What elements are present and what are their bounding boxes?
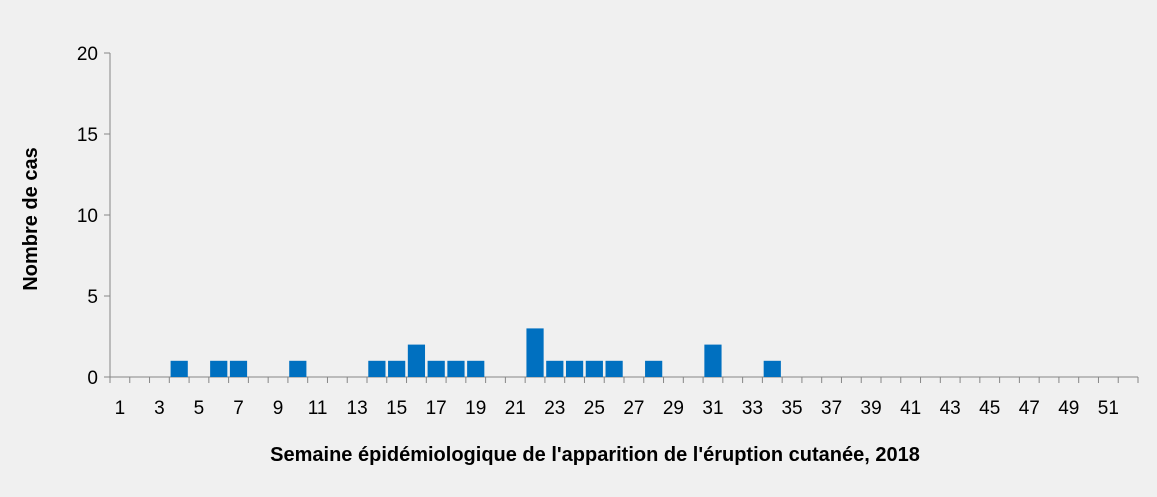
x-tick-label: 31	[702, 398, 723, 419]
x-tick-label: 45	[979, 398, 1000, 419]
x-tick-label: 41	[900, 398, 921, 419]
bar	[447, 360, 465, 377]
bar	[229, 360, 248, 377]
bar	[763, 360, 781, 377]
bar	[565, 360, 584, 377]
bar	[585, 360, 603, 377]
x-tick-label: 37	[821, 398, 842, 419]
x-tick-label: 11	[308, 398, 328, 419]
x-tick-label: 13	[347, 398, 368, 419]
bar	[407, 344, 426, 377]
bar	[368, 360, 386, 377]
bar	[526, 328, 544, 377]
bar	[170, 360, 188, 377]
x-tick-label: 47	[1019, 398, 1040, 419]
y-tick-label: 5	[87, 287, 98, 308]
bar	[388, 360, 406, 377]
y-tick-label: 20	[77, 44, 98, 65]
x-tick-label: 21	[505, 398, 526, 419]
x-tick-label: 23	[544, 398, 565, 419]
x-tick-label: 1	[115, 398, 126, 419]
bar	[289, 360, 307, 377]
x-tick-label: 43	[940, 398, 961, 419]
x-tick-label: 39	[861, 398, 882, 419]
x-tick-label: 27	[623, 398, 644, 419]
x-axis: 1 3 5 7 9 11 13 15 17 19 21 23 25 27 29 31 33 35 37 39 41 43 4…	[109, 376, 1139, 419]
x-tick-label: 35	[781, 398, 802, 419]
x-tick-label: 7	[233, 398, 244, 419]
x-tick-label: 9	[273, 398, 284, 419]
x-axis-title: Semaine épidémiologique de l'apparition …	[270, 444, 920, 466]
bar	[704, 344, 722, 377]
bar	[210, 360, 228, 377]
x-tick-label: 19	[465, 398, 486, 419]
y-tick-label: 10	[77, 206, 98, 227]
bar	[546, 360, 564, 377]
y-axis: 0 5 10 15 20	[77, 44, 111, 389]
bar	[427, 360, 445, 377]
x-tick-label: 17	[426, 398, 447, 419]
bar	[645, 360, 663, 377]
y-tick-label: 15	[77, 125, 98, 146]
x-tick-label: 33	[742, 398, 763, 419]
bars	[170, 328, 781, 377]
y-tick-label: 0	[87, 368, 98, 389]
x-tick-label: 49	[1058, 398, 1079, 419]
x-tick-label: 3	[154, 398, 165, 419]
x-tick-label: 25	[584, 398, 605, 419]
x-tick-label: 29	[663, 398, 684, 419]
x-tick-label: 5	[194, 398, 205, 419]
bar	[605, 360, 623, 377]
x-tick-label: 15	[386, 398, 407, 419]
x-tick-label: 51	[1098, 398, 1119, 419]
y-axis-title: Nombre de cas	[20, 147, 42, 290]
bar	[467, 360, 485, 377]
